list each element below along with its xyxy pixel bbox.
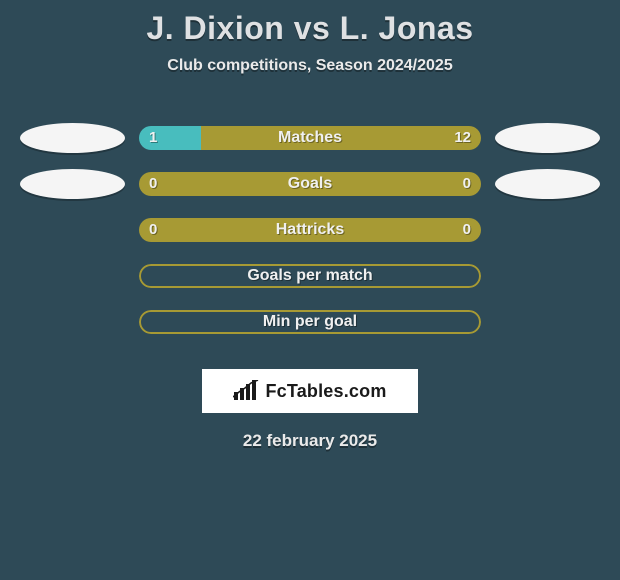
player-left-badge — [20, 123, 125, 153]
player-right-badge — [495, 123, 600, 153]
stat-bar: Hattricks0 0 — [139, 218, 481, 242]
stat-value-right: 0 — [463, 218, 471, 242]
stat-value-left: 1 — [149, 126, 157, 150]
stat-value-left: 0 — [149, 172, 157, 196]
spacer — [20, 307, 125, 337]
spacer — [20, 215, 125, 245]
spacer — [20, 261, 125, 291]
stat-value-left: 0 — [149, 218, 157, 242]
stat-value-right: 0 — [463, 172, 471, 196]
stat-row: Min per goal — [0, 299, 620, 345]
stat-bar: Matches1 12 — [139, 126, 481, 150]
spacer — [495, 215, 600, 245]
branding-badge: FcTables.com — [202, 369, 418, 413]
stat-row: Goals per match — [0, 253, 620, 299]
page-title: J. Dixion vs L. Jonas — [0, 0, 620, 47]
snapshot-date: 22 february 2025 — [0, 431, 620, 451]
stat-row: Matches1 12 — [0, 115, 620, 161]
stat-bar: Goals0 0 — [139, 172, 481, 196]
player-right-badge — [495, 169, 600, 199]
page-subtitle: Club competitions, Season 2024/2025 — [0, 57, 620, 75]
stat-label: Matches — [139, 126, 481, 150]
stat-row: Hattricks0 0 — [0, 207, 620, 253]
chart-icon — [233, 380, 259, 402]
branding-text: FcTables.com — [265, 381, 386, 402]
comparison-card: J. Dixion vs L. Jonas Club competitions,… — [0, 0, 620, 580]
stat-bar: Goals per match — [139, 264, 481, 288]
stat-bar: Min per goal — [139, 310, 481, 334]
stat-label: Hattricks — [139, 218, 481, 242]
stat-row: Goals0 0 — [0, 161, 620, 207]
stat-value-right: 12 — [454, 126, 471, 150]
stat-label: Goals per match — [139, 264, 481, 288]
stat-label: Goals — [139, 172, 481, 196]
spacer — [495, 307, 600, 337]
stats-container: Matches112Goals00Hattricks00Goals per ma… — [0, 115, 620, 345]
spacer — [495, 261, 600, 291]
player-left-badge — [20, 169, 125, 199]
stat-label: Min per goal — [139, 310, 481, 334]
